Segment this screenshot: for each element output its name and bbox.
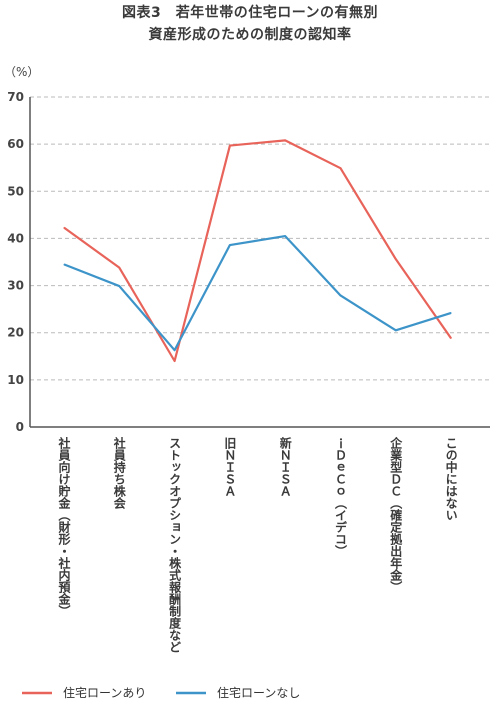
data-point: [340, 167, 341, 169]
x-tick-label: 社員持ち株会: [112, 437, 127, 509]
x-tick-label: 新ＮＩＳＡ: [278, 437, 293, 497]
y-tick-label: 50: [7, 184, 24, 198]
y-tick-label: 30: [7, 279, 24, 293]
grid-lines: [29, 96, 490, 428]
data-point: [229, 145, 231, 147]
series-line-without-loan: [63, 234, 452, 352]
series-lines: [63, 139, 453, 363]
data-point: [174, 360, 176, 362]
data-point: [118, 285, 120, 287]
legend-label-without-loan: 住宅ローンなし: [217, 685, 300, 700]
data-point: [174, 349, 176, 351]
data-point: [395, 258, 397, 260]
y-tick-label: 20: [7, 326, 24, 340]
y-axis-unit: （%）: [4, 65, 39, 79]
data-point: [284, 139, 286, 141]
data-point: [340, 294, 341, 296]
chart-title-line1: 図表3 若年世帯の住宅ローンの有無別: [121, 5, 379, 21]
series-line-with-loan: [63, 139, 453, 363]
x-tick-label: この中にはない: [444, 437, 459, 521]
x-tick-label: 企業型ＤＣ（確定拠出年金）: [388, 437, 403, 593]
y-tick-label: 60: [7, 137, 24, 151]
chart-title-line2: 資産形成のための制度の認知率: [148, 27, 352, 43]
y-tick-label: 0: [16, 420, 24, 434]
x-tick-label: 旧ＮＩＳＡ: [222, 437, 237, 497]
data-point: [63, 227, 65, 229]
data-point: [63, 263, 65, 265]
x-tick-label: ストックオプション・株式報酬制度など: [167, 437, 182, 653]
x-tick-label: 社員向け貯金（財形・社内預金）: [57, 437, 71, 617]
legend-label-with-loan: 住宅ローンあり: [63, 685, 146, 700]
data-point: [118, 267, 120, 269]
chart-title: 図表3 若年世帯の住宅ローンの有無別 資産形成のための制度の認知率: [0, 2, 500, 46]
legend: 住宅ローンあり 住宅ローンなし: [22, 685, 300, 700]
x-tick-label: ｉＤｅＣｏ（イデコ）: [333, 437, 348, 557]
y-tick-labels: 0 10 20 30 40 50 60 70: [7, 90, 24, 434]
data-point: [450, 337, 452, 339]
data-point: [284, 235, 286, 237]
y-tick-label: 10: [7, 373, 24, 387]
data-point: [395, 329, 397, 331]
data-point: [450, 312, 452, 314]
data-point: [229, 244, 231, 246]
y-tick-label: 70: [7, 90, 24, 104]
y-tick-label: 40: [7, 231, 24, 245]
